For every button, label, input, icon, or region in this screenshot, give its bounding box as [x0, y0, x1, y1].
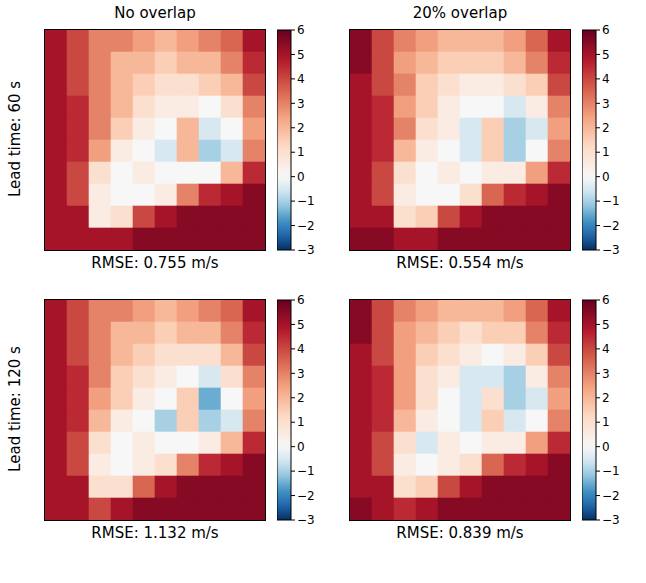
- svg-text:1: 1: [602, 415, 610, 429]
- svg-text:−3: −3: [297, 513, 315, 527]
- svg-text:−3: −3: [297, 243, 315, 257]
- svg-text:0: 0: [602, 440, 610, 454]
- html-text:20% overlap: 20% overlap: [412, 4, 508, 22]
- svg-text:3: 3: [297, 367, 305, 381]
- svg-text:3: 3: [297, 97, 305, 111]
- svg-text:−1: −1: [297, 464, 315, 478]
- svg-text:0: 0: [602, 170, 610, 184]
- svg-text:4: 4: [602, 342, 610, 356]
- svg-text:2: 2: [297, 121, 305, 135]
- svg-text:0: 0: [297, 440, 305, 454]
- svg-text:1: 1: [602, 145, 610, 159]
- svg-text:−1: −1: [602, 464, 620, 478]
- html-text:Lead time: 120 s: Lead time: 120 s: [6, 346, 24, 472]
- svg-text:5: 5: [297, 318, 305, 332]
- svg-text:5: 5: [602, 318, 610, 332]
- html-text:RMSE: 0.755 m/s: RMSE: 0.755 m/s: [91, 254, 219, 272]
- svg-text:−3: −3: [602, 243, 620, 257]
- svg-text:−2: −2: [602, 489, 620, 503]
- svg-text:5: 5: [602, 48, 610, 62]
- svg-text:−3: −3: [602, 513, 620, 527]
- svg-text:4: 4: [297, 72, 305, 86]
- svg-text:2: 2: [602, 121, 610, 135]
- svg-text:−2: −2: [297, 489, 315, 503]
- svg-text:−1: −1: [602, 194, 620, 208]
- svg-text:−2: −2: [602, 219, 620, 233]
- svg-text:2: 2: [297, 391, 305, 405]
- svg-text:−1: −1: [297, 194, 315, 208]
- svg-text:5: 5: [297, 48, 305, 62]
- html-text:RMSE: 0.839 m/s: RMSE: 0.839 m/s: [396, 524, 524, 542]
- svg-text:2: 2: [602, 391, 610, 405]
- svg-text:3: 3: [602, 367, 610, 381]
- svg-text:6: 6: [602, 23, 610, 37]
- html-text:Lead time: 60 s: Lead time: 60 s: [6, 80, 24, 198]
- svg-text:1: 1: [297, 145, 305, 159]
- svg-text:4: 4: [297, 342, 305, 356]
- html-text:No overlap: No overlap: [114, 4, 196, 22]
- svg-text:4: 4: [602, 72, 610, 86]
- html-text:RMSE: 0.554 m/s: RMSE: 0.554 m/s: [396, 254, 524, 272]
- svg-text:−2: −2: [297, 219, 315, 233]
- svg-text:0: 0: [297, 170, 305, 184]
- svg-text:1: 1: [297, 415, 305, 429]
- svg-text:6: 6: [297, 293, 305, 307]
- html-text:RMSE: 1.132 m/s: RMSE: 1.132 m/s: [91, 524, 219, 542]
- svg-text:6: 6: [602, 293, 610, 307]
- svg-text:3: 3: [602, 97, 610, 111]
- svg-text:6: 6: [297, 23, 305, 37]
